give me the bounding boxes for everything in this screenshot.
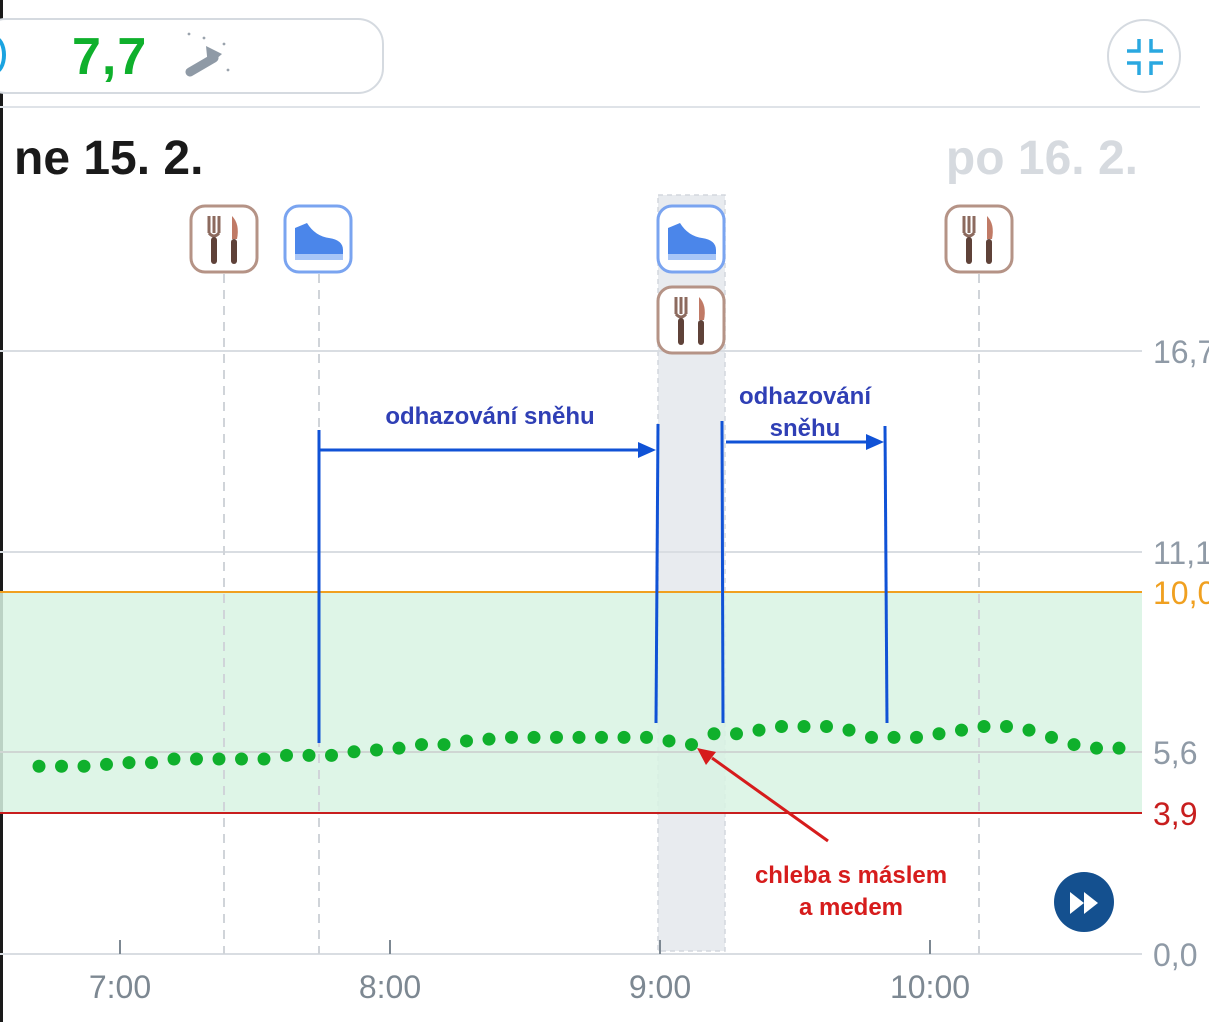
glucose-point <box>505 730 518 744</box>
annotation-activity-1: odhazování sněhu <box>317 403 660 743</box>
jump-to-now-button[interactable] <box>1054 872 1114 932</box>
glucose-point <box>145 756 158 770</box>
x-tick-label: 10:00 <box>890 969 970 1005</box>
low-threshold-label: 3,9 <box>1153 796 1197 832</box>
glucose-point <box>257 752 271 766</box>
annotation-text: chleba s máslem <box>755 862 947 889</box>
glucose-point <box>212 752 226 766</box>
meal-event-button[interactable] <box>189 204 259 274</box>
glucose-point <box>392 741 406 755</box>
glucose-point <box>820 720 833 734</box>
glucose-point <box>302 748 316 762</box>
glucose-point <box>347 745 361 759</box>
glucose-point <box>797 720 811 734</box>
glucose-point <box>595 730 608 744</box>
glucose-point <box>910 730 923 744</box>
glucose-point <box>235 752 248 766</box>
glucose-point <box>77 759 91 773</box>
glucose-point <box>1090 741 1103 755</box>
current-glucose-panel[interactable] <box>0 18 384 94</box>
glucose-point <box>415 738 428 752</box>
y-tick-label: 0,0 <box>1153 937 1197 973</box>
glucose-point <box>887 730 901 744</box>
glucose-point <box>1112 741 1126 755</box>
glucose-point <box>572 730 586 744</box>
glucose-point <box>730 727 743 741</box>
collapse-icon <box>1127 39 1163 75</box>
arrow-up-right-icon <box>184 32 236 85</box>
glucose-point <box>640 730 653 744</box>
x-tick-label: 9:00 <box>629 969 691 1005</box>
current-glucose-value: 7,7 <box>72 28 148 86</box>
glucose-point <box>1000 720 1013 734</box>
target-range-band <box>0 592 1142 813</box>
fast-forward-icon <box>1070 892 1098 914</box>
glucose-point <box>482 732 496 746</box>
sneaker-icon <box>668 223 716 260</box>
glucose-point <box>32 759 46 773</box>
sneaker-icon <box>295 223 343 260</box>
glucose-series <box>32 720 1126 773</box>
glucose-point <box>842 723 856 737</box>
annotation-text: sněhu <box>770 415 841 442</box>
glucose-point <box>955 723 968 737</box>
fork-knife-icon <box>962 216 993 264</box>
date-label-right: po 16. 2. <box>946 132 1138 185</box>
annotation-meal-note: chleba s máslem a medem <box>697 748 947 921</box>
glucose-point <box>550 730 563 744</box>
glucose-point <box>1022 723 1036 737</box>
glucose-point <box>752 723 766 737</box>
collapse-button[interactable] <box>1107 19 1181 93</box>
date-label-left: ne 15. 2. <box>14 132 203 185</box>
glucose-point <box>932 727 946 741</box>
header-divider <box>0 106 1200 108</box>
meal-event-button[interactable] <box>656 285 726 355</box>
glucose-point <box>167 752 181 766</box>
meal-event-button[interactable] <box>944 204 1014 274</box>
annotation-activity-2: odhazování sněhu <box>720 383 889 724</box>
x-tick-label: 8:00 <box>359 969 421 1005</box>
exercise-event-button[interactable] <box>656 204 726 274</box>
window-edge <box>0 0 3 1022</box>
glucose-point <box>775 720 788 734</box>
annotation-text: odhazování sněhu <box>385 403 594 430</box>
glucose-point <box>662 734 676 748</box>
y-tick-label: 5,6 <box>1153 735 1197 771</box>
glucose-point <box>325 748 338 762</box>
glucose-point <box>190 752 203 766</box>
glucose-point <box>460 734 473 748</box>
x-tick-label: 7:00 <box>89 969 151 1005</box>
y-tick-label: 16,7 <box>1153 334 1209 370</box>
y-tick-label: 11,1 <box>1153 535 1209 571</box>
fork-knife-icon <box>207 216 238 264</box>
glucose-point <box>617 730 631 744</box>
glucose-point <box>707 727 721 741</box>
glucose-point <box>1045 730 1058 744</box>
glucose-point <box>1067 738 1081 752</box>
glucose-point <box>370 743 383 757</box>
fork-knife-icon <box>674 297 705 345</box>
high-threshold-label: 10,0 <box>1153 575 1209 611</box>
annotation-text: a medem <box>799 894 903 921</box>
glucose-point <box>865 730 878 744</box>
glucose-point <box>977 720 991 734</box>
annotation-text: odhazování <box>739 383 872 410</box>
glucose-point <box>100 757 113 771</box>
glucose-point <box>527 730 541 744</box>
glucose-point <box>437 738 451 752</box>
exercise-event-button[interactable] <box>283 204 353 274</box>
glucose-point <box>55 759 68 773</box>
glucose-point <box>122 756 136 770</box>
glucose-point <box>280 748 293 762</box>
glucose-point <box>685 738 698 752</box>
